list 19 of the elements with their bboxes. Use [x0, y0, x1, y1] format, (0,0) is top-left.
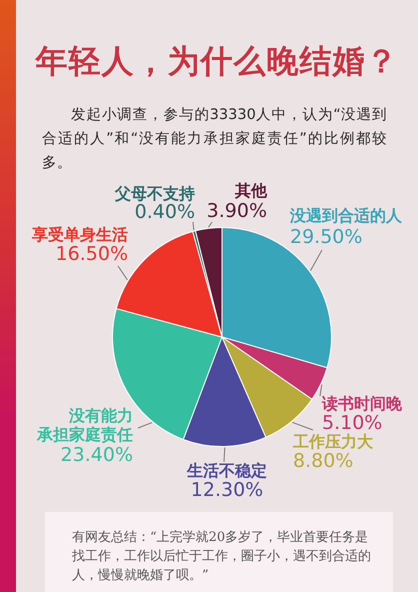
- slice-label: 享受单身生活: [31, 225, 128, 244]
- slice-label: 生活不稳定: [186, 461, 267, 480]
- data-label: 29.50%: [290, 226, 362, 248]
- data-label: 3.90%: [206, 200, 267, 222]
- slice-label: 其他: [234, 181, 268, 200]
- data-label: 23.40%: [60, 444, 133, 466]
- data-label: 8.80%: [293, 450, 354, 472]
- data-label: 12.30%: [190, 478, 264, 501]
- chart-title: 年轻人，为什么晚结婚？: [34, 41, 400, 82]
- slice-label: 读书时间晚: [321, 394, 403, 414]
- slice-label: 工作压力大: [292, 432, 374, 452]
- slice-label: 没遇到合适的人: [289, 206, 403, 226]
- slice-label: 没有能力承担家庭责任: [36, 406, 133, 444]
- data-label: 5.10%: [322, 412, 382, 434]
- text: 有网友总结：“上完学就20多岁了，毕业首要任务是找工作，工作以后忙于工作，圈子小，遇不到合适的人，慢慢就晚婚了呗。”: [72, 529, 372, 585]
- chart-subtitle: 发起小调查，参与的33330人中，认为“没遇到合适的人”和“没有能力承担家庭责任”的比例都较多。: [42, 106, 387, 173]
- slice-label: 父母不支持: [114, 184, 195, 204]
- data-label: 16.50%: [56, 242, 128, 265]
- data-label: 0.40%: [134, 200, 195, 223]
